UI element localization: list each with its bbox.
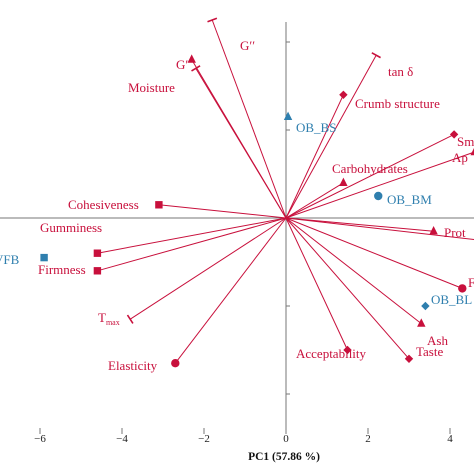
vector-g (211, 19, 287, 219)
vector-protein (285, 217, 434, 232)
label-wfb: VFB (0, 252, 20, 267)
label-ob-bm: OB_BM (387, 192, 432, 207)
label-tmax: Tmax (98, 310, 120, 327)
x-tick-label: −2 (198, 433, 210, 445)
label-tmax-main: T (98, 310, 106, 325)
label-ash: Ash (427, 333, 448, 348)
markers (40, 17, 474, 368)
label-carbohydrates: Carbohydrates (332, 161, 408, 176)
label-ob-bl: OB_BL (431, 292, 472, 307)
marker-gumminess (93, 249, 102, 257)
marker-g (187, 54, 196, 63)
vector-carbohydrates (285, 182, 344, 219)
vector-crumb-structure (285, 94, 344, 219)
marker-cohesiveness (155, 201, 163, 209)
label-appearance: Ap (452, 150, 468, 165)
marker-acceptability (343, 345, 352, 355)
marker-ash (417, 318, 426, 327)
marker-smell (449, 130, 459, 139)
label-gumminess: Gumminess (40, 220, 102, 235)
label-acceptability: Acceptability (296, 346, 367, 361)
label-protein: Prot (444, 225, 466, 240)
x-tick-label: 4 (447, 433, 453, 445)
vector-gumminess (97, 217, 287, 254)
axes: −6 −4 −2 0 2 4 (0, 22, 474, 445)
marker-carbohydrates (339, 177, 348, 186)
label-smell: Sm (457, 134, 474, 149)
marker-tan (371, 52, 381, 59)
label-g-prime: G′ (176, 57, 188, 72)
obs-marker-ob-bl (421, 301, 430, 311)
y-ticks (286, 41, 290, 395)
x-tick-label: 0 (283, 433, 289, 445)
vector-fibre (285, 217, 463, 289)
label-taste: Taste (416, 344, 443, 359)
marker-elasticity (171, 359, 180, 368)
variable-labels: G′ G′′ Moisture tan δ Crumb structure Sm… (38, 38, 474, 373)
observation-labels: OB_BS OB_BM OB_BL VFB (0, 120, 472, 307)
marker-protein (429, 226, 438, 235)
vector-ash (285, 217, 422, 324)
label-moisture: Moisture (128, 80, 175, 95)
vector-tan (285, 54, 377, 219)
vector-elasticity (174, 217, 287, 364)
label-firmness: Firmness (38, 262, 86, 277)
obs-marker-ob-bs (283, 111, 293, 120)
label-tmax-sub: max (106, 318, 120, 327)
vector-moisture (195, 68, 287, 219)
label-elasticity: Elasticity (108, 358, 158, 373)
obs-marker-ob-bm (374, 191, 383, 201)
marker-crumb-structure (339, 90, 348, 99)
label-fat: F (468, 275, 474, 290)
vector-firmness (97, 217, 287, 272)
vector-taste (285, 217, 410, 360)
label-ob-bs: OB_BS (296, 120, 336, 135)
x-tick-label: 2 (365, 433, 371, 445)
marker-fibre (458, 284, 467, 293)
marker-g (207, 17, 218, 23)
x-tick-label: −4 (116, 433, 128, 445)
vector-appearance (285, 151, 474, 219)
marker-appearance (470, 148, 474, 156)
vector-fat (285, 217, 474, 240)
obs-marker-wfb (40, 253, 48, 262)
vector-smell (285, 133, 455, 219)
vector-acceptability (285, 217, 348, 351)
marker-tmax (126, 314, 134, 324)
x-tick-label: −6 (34, 433, 46, 445)
loading-vectors (97, 19, 474, 364)
label-crumb-structure: Crumb structure (355, 96, 440, 111)
x-ticks: −6 −4 −2 0 2 4 (34, 428, 453, 445)
vector-tmax (129, 217, 287, 320)
marker-taste (404, 354, 414, 363)
label-tan-delta: tan δ (388, 64, 413, 79)
vector-cohesiveness (158, 204, 287, 219)
marker-moisture (191, 65, 201, 72)
x-axis-title: PC1 (57.86 %) (248, 451, 320, 463)
label-g-double-prime: G′′ (240, 38, 255, 53)
marker-firmness (93, 267, 102, 275)
label-cohesiveness: Cohesiveness (68, 197, 139, 212)
